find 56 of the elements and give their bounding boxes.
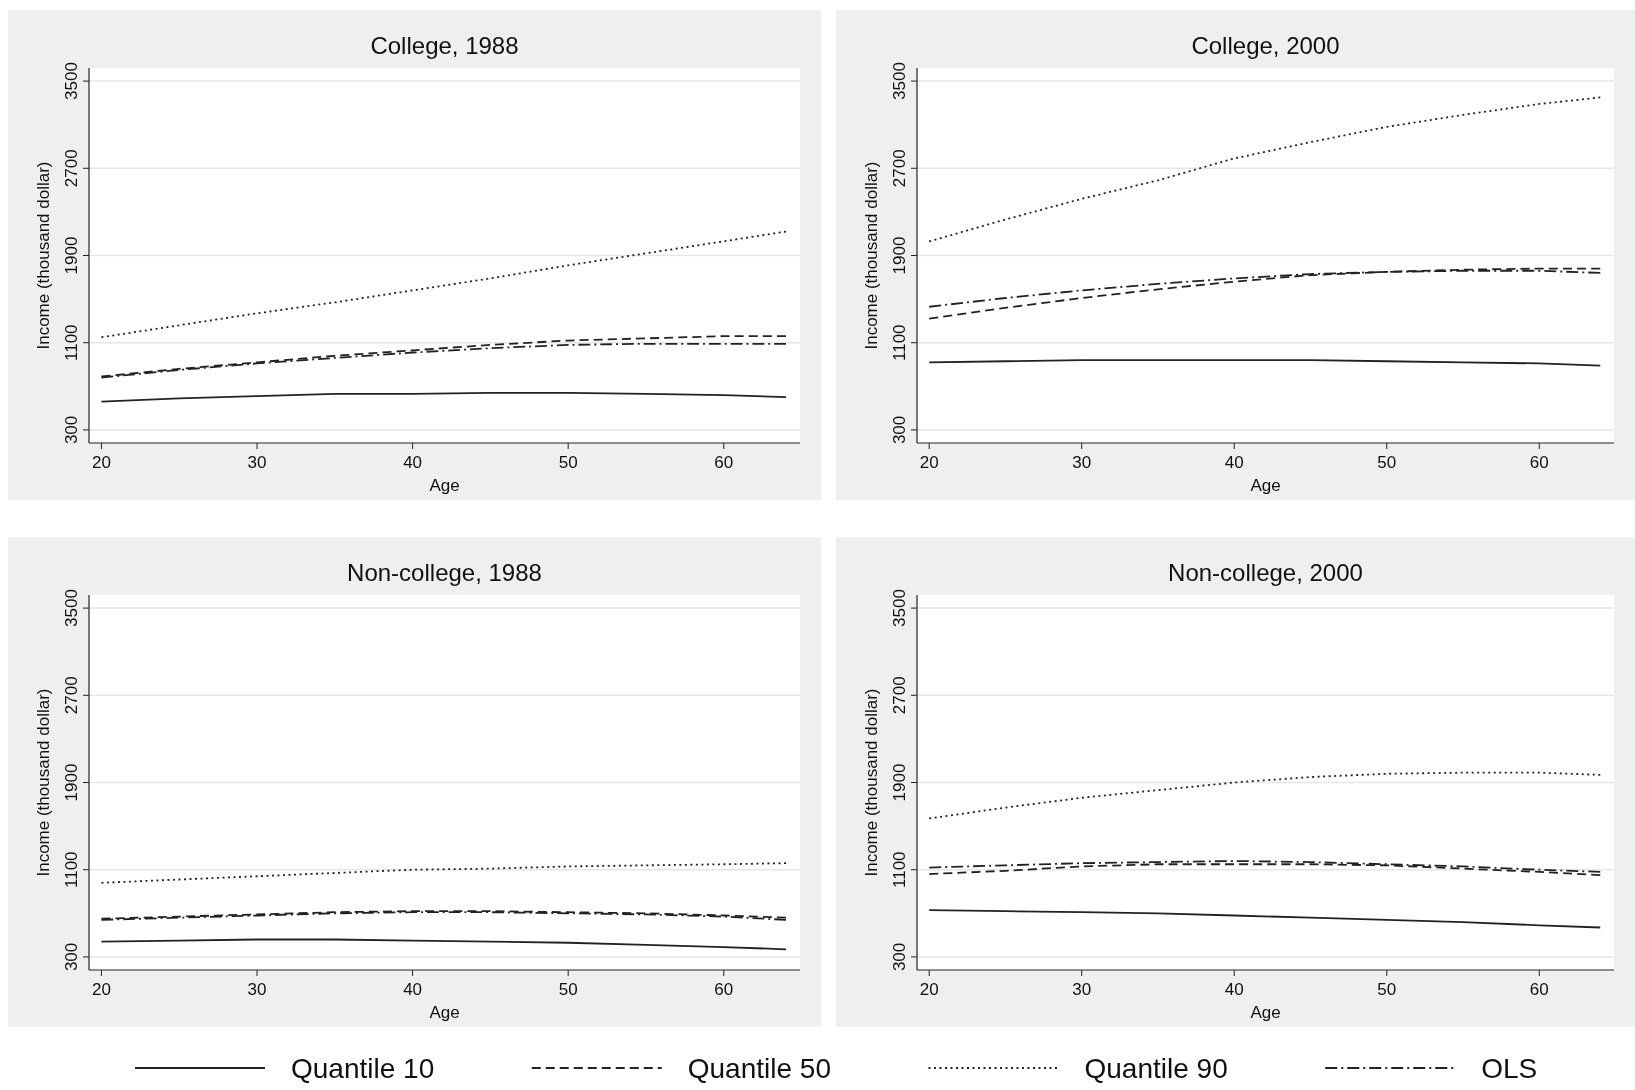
- x-tick-label: 40: [403, 453, 423, 472]
- y-tick-label: 300: [890, 415, 909, 445]
- legend-label: Quantile 50: [687, 1053, 831, 1084]
- y-tick-label: 2700: [62, 149, 81, 188]
- x-tick-label: 50: [558, 453, 578, 472]
- y-tick-label: 1900: [62, 236, 81, 275]
- chart-title: College, 1988: [370, 32, 519, 59]
- y-axis-title: Income (thousand dollar): [862, 688, 881, 877]
- x-axis-title: Age: [1250, 476, 1281, 495]
- x-tick-label: 30: [1072, 980, 1092, 999]
- y-tick-label: 300: [62, 942, 81, 972]
- x-tick-label: 60: [1529, 453, 1549, 472]
- x-tick-label: 60: [1529, 980, 1549, 999]
- y-tick-label: 2700: [890, 149, 909, 188]
- chart-title: College, 2000: [1191, 32, 1340, 59]
- x-tick-label: 40: [403, 980, 423, 999]
- y-tick-label: 3500: [62, 62, 81, 100]
- y-tick-label: 2700: [890, 676, 909, 715]
- y-tick-label: 1100: [890, 851, 909, 888]
- y-tick-label: 300: [62, 415, 81, 445]
- x-tick-label: 50: [1377, 980, 1397, 999]
- y-tick-label: 2700: [62, 676, 81, 715]
- x-tick-label: 40: [1224, 980, 1244, 999]
- x-tick-label: 20: [919, 453, 939, 472]
- x-tick-label: 30: [247, 980, 267, 999]
- y-tick-label: 3500: [890, 62, 909, 100]
- y-axis-title: Income (thousand dollar): [34, 688, 53, 877]
- x-axis-title: Age: [1250, 1003, 1281, 1022]
- chart-title: Non-college, 1988: [347, 559, 542, 586]
- y-axis-title: Income (thousand dollar): [862, 161, 881, 350]
- x-tick-label: 30: [247, 453, 267, 472]
- x-tick-label: 40: [1224, 453, 1244, 472]
- x-tick-label: 60: [714, 980, 734, 999]
- y-tick-label: 1900: [62, 763, 81, 802]
- y-tick-label: 1900: [890, 236, 909, 275]
- y-tick-label: 1100: [62, 324, 81, 361]
- legend-label: Quantile 90: [1084, 1053, 1228, 1084]
- x-tick-label: 20: [91, 980, 111, 999]
- y-axis-title: Income (thousand dollar): [34, 161, 53, 350]
- chart-title: Non-college, 2000: [1168, 559, 1363, 586]
- x-tick-label: 30: [1072, 453, 1092, 472]
- x-tick-label: 60: [714, 453, 734, 472]
- y-tick-label: 1900: [890, 763, 909, 802]
- y-tick-label: 1100: [62, 851, 81, 888]
- x-tick-label: 50: [558, 980, 578, 999]
- x-tick-label: 20: [91, 453, 111, 472]
- x-tick-label: 50: [1377, 453, 1397, 472]
- x-axis-title: Age: [429, 1003, 460, 1022]
- y-tick-label: 1100: [890, 324, 909, 361]
- y-tick-label: 3500: [62, 589, 81, 627]
- y-tick-label: 300: [890, 942, 909, 972]
- y-tick-label: 3500: [890, 589, 909, 627]
- legend-label: OLS: [1481, 1053, 1538, 1084]
- x-axis-title: Age: [429, 476, 460, 495]
- x-tick-label: 20: [919, 980, 939, 999]
- legend-label: Quantile 10: [291, 1053, 435, 1084]
